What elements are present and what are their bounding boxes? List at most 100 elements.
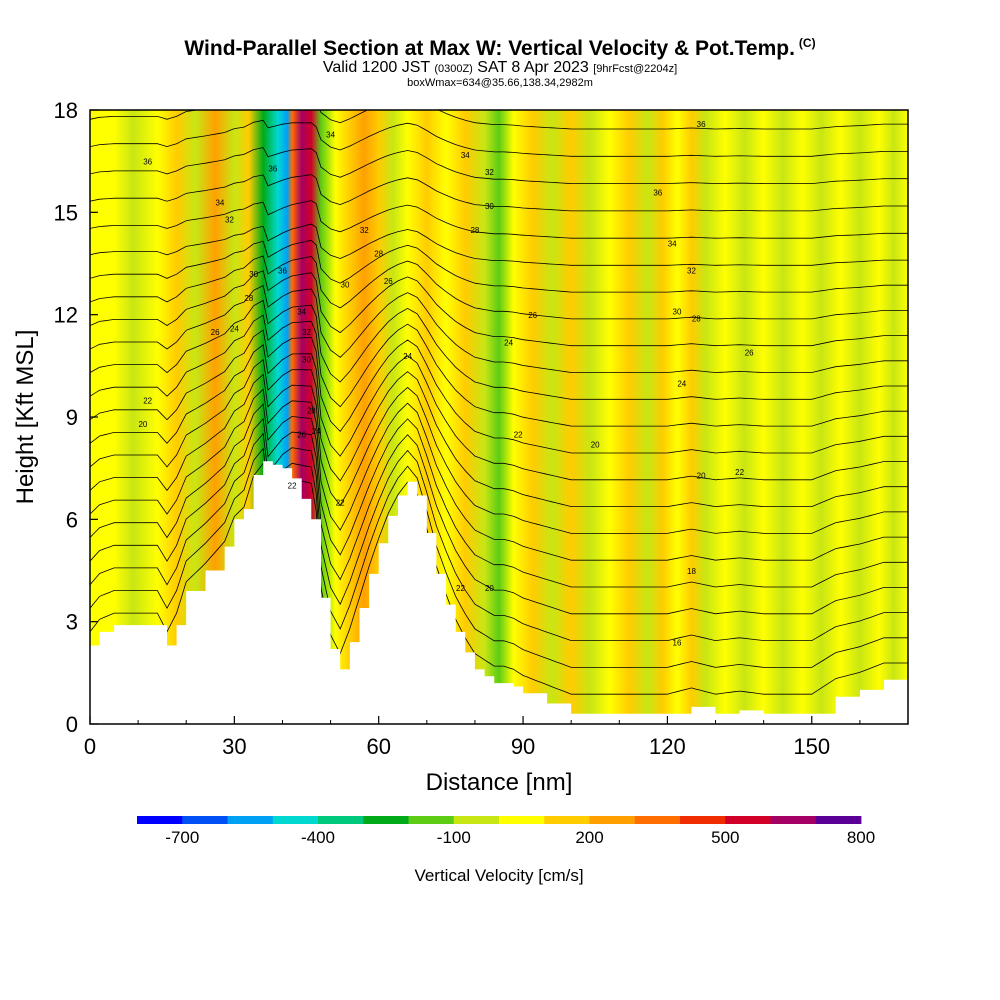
theta-contour-line (90, 358, 908, 508)
colorbar-swatch (318, 816, 364, 824)
theta-contour-line (90, 110, 908, 130)
contour-label: 34 (668, 239, 677, 248)
theta-contour-line (90, 462, 908, 695)
chart-title-text: Wind-Parallel Section at Max W: Vertical… (184, 37, 795, 60)
x-tick-label: 150 (793, 734, 830, 759)
x-axis-title: Distance [nm] (426, 769, 573, 796)
contour-label: 24 (504, 338, 513, 347)
contour-label: 22 (735, 468, 744, 477)
colorbar-swatch (770, 816, 817, 824)
theta-contour-line (90, 270, 908, 347)
theta-contour-line (90, 388, 908, 561)
y-axis-title: Height [Kft MSL] (12, 330, 39, 505)
theta-contour-line (90, 174, 908, 212)
colorbar-swatch (499, 816, 545, 824)
contour-label: 36 (278, 267, 287, 276)
contour-label: 34 (461, 151, 470, 160)
contour-label: 24 (677, 379, 686, 388)
y-tick-label: 3 (66, 610, 78, 635)
theta-contour-line (90, 417, 908, 615)
contour-label: 20 (138, 420, 147, 429)
theta-contour-line (90, 147, 908, 185)
colorbar-swatch (363, 816, 409, 824)
y-tick-label: 12 (54, 303, 78, 328)
colorbar-tick-label: 500 (711, 828, 739, 847)
colorbar-title: Vertical Velocity [cm/s] (414, 866, 583, 885)
colorbar-tick-label: -700 (165, 828, 199, 847)
contour-label: 32 (225, 216, 234, 225)
x-tick-label: 60 (366, 734, 390, 759)
contour-label: 32 (302, 328, 311, 337)
contour-label: 28 (692, 315, 701, 324)
y-tick-label: 15 (54, 200, 78, 225)
contour-label: 22 (288, 482, 297, 491)
colorbar-swatch (725, 816, 771, 824)
colorbar-tick-label: -100 (437, 828, 471, 847)
colorbar-swatch (589, 816, 636, 824)
contour-label: 36 (697, 120, 706, 129)
contour-label: 24 (230, 325, 239, 334)
colorbar-swatch (272, 816, 319, 824)
theta-contour-line (90, 314, 908, 427)
copyright-mark: (C) (798, 36, 816, 50)
x-axis: 0 30 60 90 120 150 (84, 716, 861, 759)
contour-label: 26 (745, 349, 754, 358)
contour-label: 32 (687, 267, 696, 276)
contour-label: 30 (673, 308, 682, 317)
contour-label: 26 (528, 311, 537, 320)
contour-label: 22 (456, 584, 465, 593)
theta-contour-line (90, 223, 908, 266)
chart-title: Wind-Parallel Section at Max W: Vertical… (0, 36, 1000, 61)
contour-label: 36 (143, 158, 152, 167)
contour-label: 22 (143, 396, 152, 405)
theta-contour-line (90, 299, 908, 400)
theta-contour-line (90, 119, 908, 157)
contour-label: 24 (312, 427, 321, 436)
contour-label: 32 (360, 226, 369, 235)
plot-area: 36 34 32 36 30 28 36 26 24 22 20 34 32 30 28 26 24 22 22 34… (90, 110, 908, 724)
theta-contour-line (90, 373, 908, 534)
x-tick-label: 120 (649, 734, 686, 759)
terrain-mask (90, 461, 908, 724)
colorbar-tick-label: 800 (847, 828, 875, 847)
valid-utc: (0300Z) (434, 63, 473, 75)
colorbar-tick-label: -400 (301, 828, 335, 847)
contour-label: 22 (514, 431, 523, 440)
colorbar-swatch (408, 816, 455, 824)
colorbar-swatch (815, 816, 862, 824)
theta-contours (90, 110, 908, 695)
contour-label: 26 (297, 431, 306, 440)
theta-contour-line (90, 329, 908, 454)
colorbar-swatch (680, 816, 726, 824)
chart-subtitle: Valid 1200 JST (0300Z) SAT 8 Apr 2023 [9… (0, 59, 1000, 77)
contour-label: 28 (374, 250, 383, 259)
x-tick-label: 30 (222, 734, 246, 759)
contour-label: 34 (297, 308, 306, 317)
y-tick-label: 18 (54, 98, 78, 123)
contour-label: 36 (653, 188, 662, 197)
colorbar-tick-label: 200 (575, 828, 603, 847)
contour-label: 30 (341, 280, 350, 289)
contour-labels: 36 34 32 36 30 28 36 26 24 22 20 34 32 30 28 26 24 22 22 34… (138, 120, 754, 647)
theta-contour-line (90, 285, 908, 373)
theta-contour-line (90, 200, 908, 239)
y-tick-label: 9 (66, 405, 78, 430)
colorbar-swatch (453, 816, 500, 824)
colorbar-swatch (137, 816, 183, 824)
contour-label: 26 (211, 328, 220, 337)
theta-contour-line (90, 403, 908, 588)
colorbar-swatch (544, 816, 590, 824)
theta-contour-line (90, 239, 908, 293)
x-tick-label: 90 (511, 734, 535, 759)
contour-label: 18 (687, 567, 696, 576)
contour-label: 20 (485, 584, 494, 593)
contour-label: 20 (591, 441, 600, 450)
theta-contour-line (90, 344, 908, 481)
theta-contour-line (90, 447, 908, 668)
contour-label: 22 (336, 499, 345, 508)
contour-label: 26 (384, 277, 393, 286)
contour-label: 20 (697, 471, 706, 480)
contour-label: 16 (673, 639, 682, 648)
contour-label: 30 (302, 355, 311, 364)
y-tick-label: 0 (66, 712, 78, 737)
